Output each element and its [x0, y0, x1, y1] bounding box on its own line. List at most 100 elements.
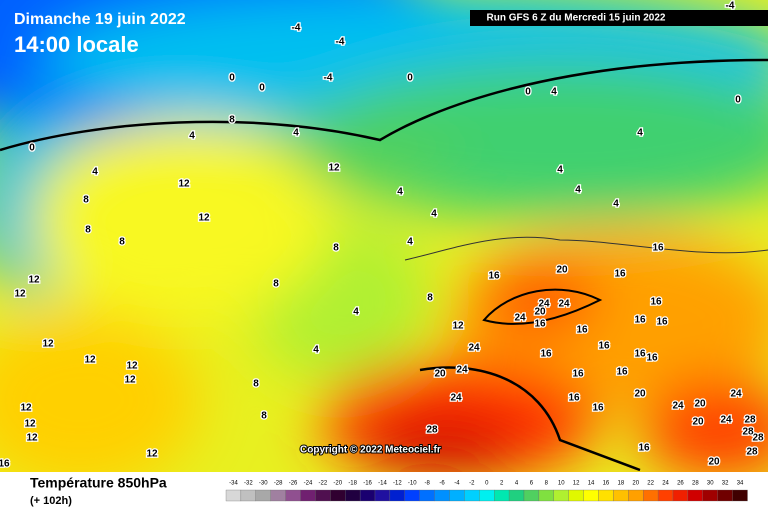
scale-label: 18 [618, 481, 625, 487]
scale-swatch [494, 489, 510, 502]
contour-label: 12 [14, 289, 26, 300]
scale-swatch [657, 489, 674, 502]
contour-label: 16 [646, 353, 658, 364]
scale-swatch [449, 489, 465, 502]
contour-label: 24 [456, 365, 468, 376]
contour-label: 4 [353, 307, 359, 318]
scale-label: -24 [304, 481, 313, 487]
scale-label: 28 [692, 481, 699, 487]
contour-label: 8 [229, 115, 235, 126]
color-scale: -34 -32 -30 -28 -26 -24 -22 -20 -18 -16 -14 -12 -10-… [225, 481, 748, 502]
scale-swatch [687, 489, 703, 502]
scale-swatch [419, 489, 435, 502]
scale-label: -6 [439, 481, 445, 487]
scale-swatch [717, 489, 733, 502]
contour-label: 24 [672, 401, 684, 412]
scale-swatch [315, 489, 331, 502]
contour-label: 24 [450, 393, 462, 404]
scale-swatch [285, 489, 301, 502]
contour-label: 28 [746, 447, 758, 458]
temperature-field [0, 0, 768, 490]
scale-label: 26 [677, 481, 684, 487]
contour-label: 16 [592, 403, 604, 414]
contour-label: 24 [468, 343, 480, 354]
contour-label: -4 [292, 23, 301, 34]
contour-label: 16 [488, 271, 500, 282]
contour-label: 20 [692, 417, 704, 428]
scale-label: 6 [530, 481, 534, 487]
contour-label: 8 [253, 379, 259, 390]
contour-label: 4 [637, 128, 643, 139]
contour-label: 8 [261, 411, 267, 422]
contour-label: 16 [534, 319, 546, 330]
scale-label: 4 [515, 481, 519, 487]
scale-label: -8 [424, 481, 430, 487]
contour-label: 4 [431, 209, 437, 220]
run-banner [470, 10, 768, 26]
scale-swatch [538, 489, 554, 502]
scale-swatch [568, 489, 584, 502]
scale-swatch [553, 489, 569, 502]
contour-label: 12 [328, 163, 340, 174]
contour-label: 4 [407, 237, 413, 248]
contour-label: 20 [434, 369, 446, 380]
scale-label: 32 [722, 481, 729, 487]
scale-swatch [643, 489, 659, 502]
contour-label: 8 [273, 279, 279, 290]
contour-label: 12 [84, 355, 96, 366]
scale-label: 8 [545, 481, 549, 487]
scale-label: 34 [737, 481, 744, 487]
scale-swatch [628, 489, 644, 502]
contour-label: 16 [650, 297, 662, 308]
contour-label: -4 [726, 1, 735, 12]
scale-swatch [389, 489, 405, 502]
lead-time: (+ 102h) [30, 495, 72, 507]
contour-label: 24 [720, 415, 732, 426]
scale-label: -2 [469, 481, 475, 487]
scale-label: -22 [319, 481, 328, 487]
scale-label: 30 [707, 481, 714, 487]
contour-label: 4 [551, 87, 557, 98]
contour-label: 16 [634, 315, 646, 326]
contour-label: 0 [229, 73, 235, 84]
contour-label: 4 [397, 187, 403, 198]
contour-label: 16 [616, 367, 628, 378]
contour-label: 24 [538, 299, 550, 310]
scale-swatch [672, 489, 689, 502]
contour-label: 12 [28, 275, 40, 286]
scale-label: 10 [558, 481, 565, 487]
scale-label: 2 [500, 481, 504, 487]
contour-label: 4 [613, 199, 619, 210]
field-title: Température 850hPa [30, 475, 167, 491]
scale-swatch [359, 489, 376, 502]
scale-swatch [523, 489, 540, 502]
contour-label: 0 [525, 87, 531, 98]
scale-swatch [464, 489, 480, 502]
contour-label: 28 [744, 415, 756, 426]
contour-label: 0 [29, 143, 35, 154]
contour-label: 0 [407, 73, 413, 84]
scale-label: -10 [408, 481, 417, 487]
scale-label: -14 [378, 481, 387, 487]
contour-label: 12 [198, 213, 210, 224]
contour-label: 16 [0, 459, 10, 470]
scale-swatch [225, 489, 242, 502]
scale-swatch [300, 489, 316, 502]
forecast-time: 14:00 locale [14, 32, 139, 57]
contour-label: 12 [124, 375, 136, 386]
scale-swatch [330, 489, 346, 502]
contour-label: 8 [85, 225, 91, 236]
contour-label: 24 [558, 299, 570, 310]
contour-label: 12 [20, 403, 32, 414]
contour-label: 16 [598, 341, 610, 352]
contour-label: 8 [119, 237, 125, 248]
contour-label: 12 [178, 179, 190, 190]
contour-label: 12 [42, 339, 54, 350]
scale-swatch [702, 489, 718, 502]
contour-label: 24 [730, 389, 742, 400]
contour-label: 4 [293, 128, 299, 139]
scale-swatch [374, 489, 391, 502]
scale-swatch [404, 489, 420, 502]
